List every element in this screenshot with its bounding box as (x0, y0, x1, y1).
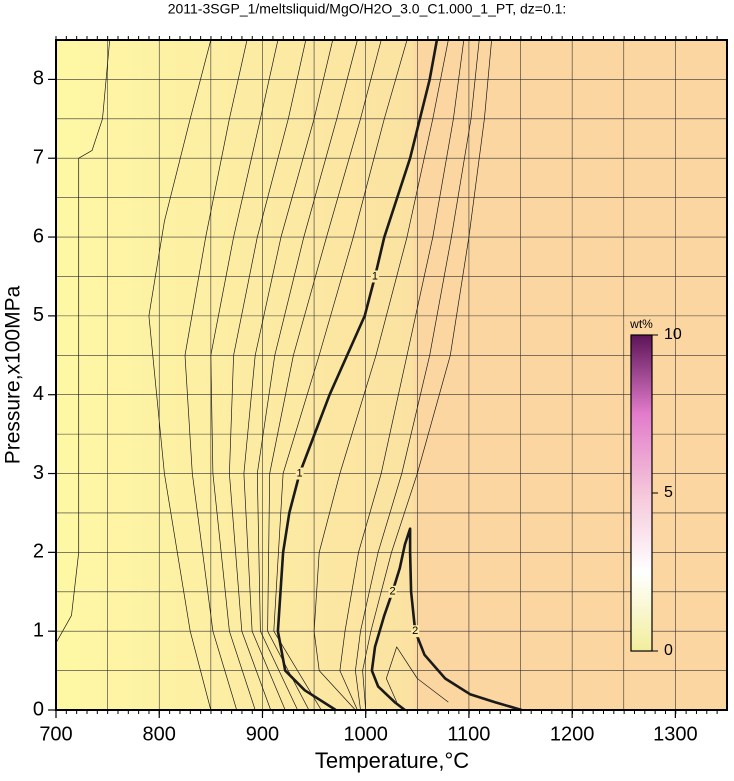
y-tick-label: 7 (33, 147, 44, 169)
contour-label: 2 (412, 625, 418, 637)
contour-line (313, 40, 449, 710)
x-tick-label: 900 (246, 723, 279, 745)
x-tick-label: 1100 (447, 723, 490, 745)
contour-label-bg (370, 270, 379, 283)
x-tick-label: 1300 (653, 723, 698, 745)
contour-line (148, 40, 212, 710)
x-tick-label: 800 (143, 723, 176, 745)
contour-label-bg (295, 467, 304, 480)
contour-line (229, 40, 307, 710)
contour-line (355, 40, 480, 710)
x-tick-label: 1200 (550, 723, 595, 745)
contour-line (184, 40, 248, 710)
y-tick-label: 8 (33, 68, 44, 90)
contour-label: 1 (372, 270, 378, 282)
contour-line (273, 40, 408, 710)
contour-label: 1 (297, 467, 303, 479)
y-tick-label: 2 (33, 541, 44, 563)
contour-line (362, 40, 492, 710)
contour-line (339, 40, 465, 710)
plot-frame (55, 39, 728, 711)
contour-label: 2 (389, 586, 395, 598)
colorbar-label: wt% (629, 317, 653, 331)
y-tick-label: 3 (33, 462, 44, 484)
colorbar-tick-label: 5 (664, 484, 673, 501)
chart-title: 2011-3SGP_1/meltsliquid/MgO/H2O_3.0_C1.0… (168, 1, 567, 17)
contour-line (56, 40, 111, 644)
contours: 1 1 2 2 (56, 40, 522, 710)
contour-line (267, 40, 382, 710)
y-tick-label: 4 (33, 383, 44, 405)
contour-line (385, 646, 449, 703)
x-axis-label: Temperature,°C (315, 748, 469, 773)
y-tick-label: 6 (33, 225, 44, 247)
colorbar-tick-label: 0 (664, 642, 673, 659)
y-tick-label: 1 (33, 619, 44, 641)
y-tick-label: 0 (33, 698, 44, 720)
contour-line (256, 40, 358, 710)
contour-line (276, 40, 439, 710)
colorbar-tick-label: 10 (664, 326, 682, 343)
plot-background (56, 40, 727, 710)
contour-line (243, 40, 334, 710)
contour-line (210, 40, 279, 710)
contour-line (370, 527, 522, 710)
contour-label-bg (411, 625, 420, 638)
y-tick-label: 5 (33, 304, 44, 326)
x-tick-label: 700 (39, 723, 72, 745)
colorbar (630, 334, 653, 652)
x-tick-label: 1000 (343, 723, 388, 745)
y-axis-label: Pressure,x100MPa (2, 285, 25, 464)
contour-label-bg (388, 585, 397, 598)
